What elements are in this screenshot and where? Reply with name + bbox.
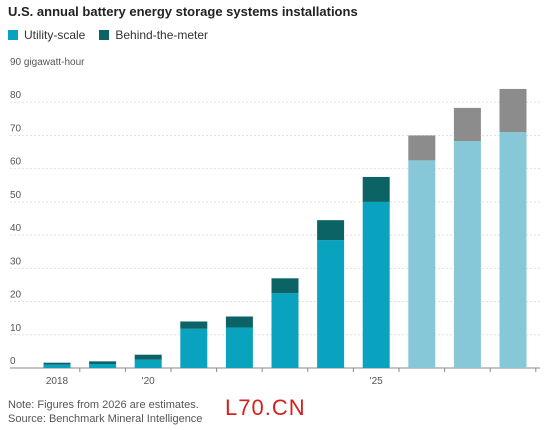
bar-behind-the-meter [362, 176, 390, 202]
note-text: Note: Figures from 2026 are estimates. [8, 399, 199, 411]
y-tick-label: 40 [10, 223, 22, 234]
legend-swatch-utility-scale [8, 30, 18, 40]
y-tick-label: 60 [10, 157, 22, 168]
bar-utility-scale [43, 364, 71, 368]
source-text: Source: Benchmark Mineral Intelligence [8, 413, 203, 425]
legend-label-utility-scale: Utility-scale [24, 28, 86, 42]
chart-legend: Utility-scale Behind-the-meter [8, 28, 222, 42]
bar-behind-the-meter [271, 278, 299, 294]
bar-behind-the-meter [180, 321, 208, 329]
y-tick-label: 80 [10, 90, 22, 101]
bar-behind-the-meter [89, 361, 117, 365]
bar-behind-the-meter [225, 316, 253, 328]
legend-label-behind-the-meter: Behind-the-meter [115, 28, 209, 42]
bar-behind-the-meter [408, 135, 436, 161]
bar-utility-scale [225, 327, 253, 368]
bar-behind-the-meter [317, 220, 345, 241]
bar-utility-scale [499, 132, 527, 368]
bar-behind-the-meter [43, 362, 71, 365]
bar-utility-scale [89, 364, 117, 368]
x-tick-label: '20 [142, 376, 155, 387]
y-tick-label: 70 [10, 123, 22, 134]
bar-behind-the-meter [453, 107, 481, 142]
y-tick-label: 0 [10, 356, 16, 367]
x-tick-label: 2018 [46, 376, 69, 387]
bar-utility-scale [408, 160, 436, 368]
bar-utility-scale [180, 328, 208, 368]
watermark-logo: L70.CN [225, 395, 306, 420]
chart-title: U.S. annual battery energy storage syste… [8, 4, 358, 19]
bar-utility-scale [362, 201, 390, 368]
chart-footnote: Note: Figures from 2026 are estimates. S… [8, 398, 202, 426]
legend-swatch-behind-the-meter [99, 30, 110, 40]
y-tick-label: 20 [10, 290, 22, 301]
bar-behind-the-meter [134, 354, 162, 360]
legend-item-utility-scale: Utility-scale [8, 28, 85, 42]
bar-utility-scale [317, 240, 345, 368]
y-tick-label: 10 [10, 323, 22, 334]
y-unit-label: 90 gigawatt-hour [10, 57, 85, 68]
bar-utility-scale [453, 141, 481, 368]
y-tick-label: 30 [10, 256, 22, 267]
bar-behind-the-meter [499, 88, 527, 133]
x-tick-label: '25 [370, 376, 383, 387]
bar-utility-scale [134, 359, 162, 368]
bar-utility-scale [271, 293, 299, 368]
y-tick-label: 50 [10, 190, 22, 201]
legend-item-behind-the-meter: Behind-the-meter [99, 28, 208, 42]
